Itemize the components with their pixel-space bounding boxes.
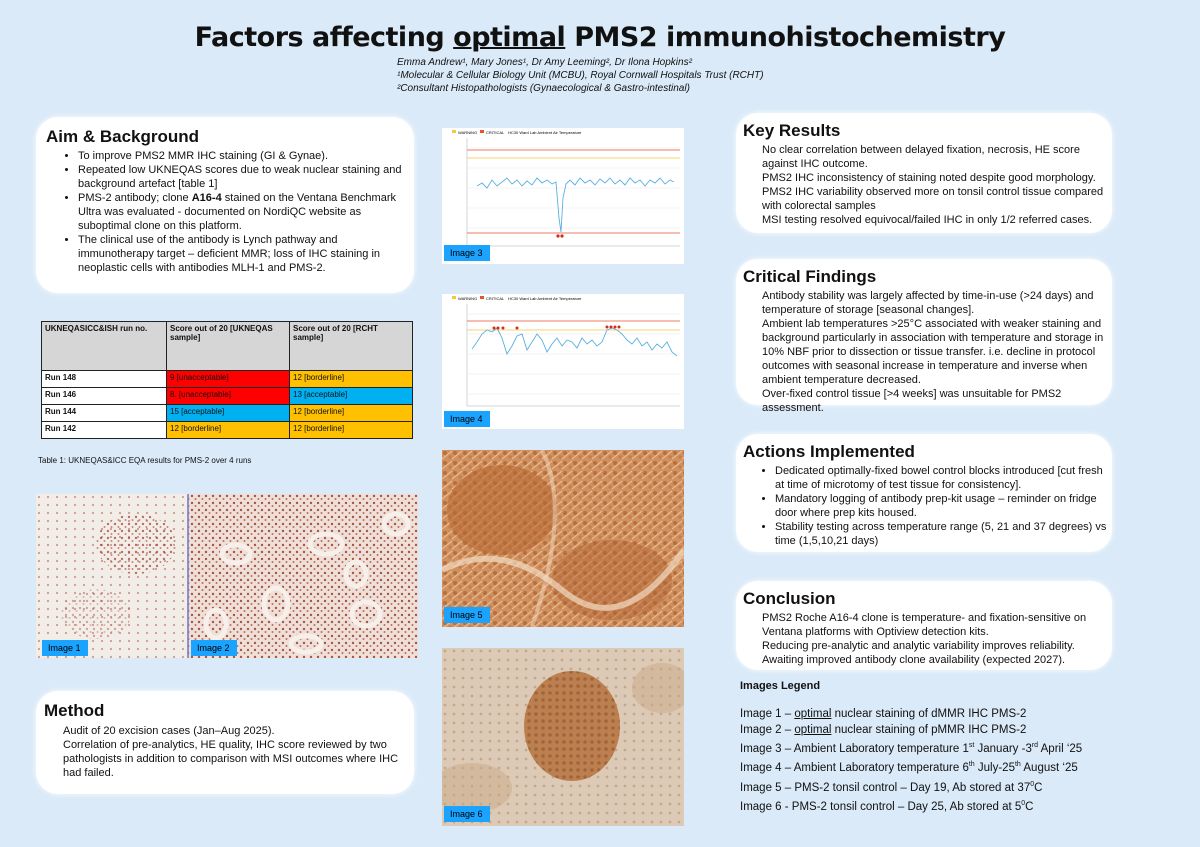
key-result-line: PMS2 IHC variability observed more on to… xyxy=(762,186,1104,212)
table-header-row: UKNEQASICC&ISH run no. Score out of 20 [… xyxy=(41,321,413,371)
table-header: UKNEQASICC&ISH run no. xyxy=(41,321,167,371)
key-result-line: MSI testing resolved equivocal/failed IH… xyxy=(762,214,1093,226)
tonsil-image-6: Image 6 xyxy=(442,648,684,826)
rcht-score-cell: 13 [acceptable] xyxy=(289,387,413,405)
key-result-line: PMS2 IHC inconsistency of staining noted… xyxy=(762,172,1096,184)
run-cell: Run 144 xyxy=(41,404,167,422)
eqa-results-table: UKNEQASICC&ISH run no. Score out of 20 [… xyxy=(41,321,413,439)
image-label: Image 3 xyxy=(444,245,490,261)
method-heading: Method xyxy=(44,701,105,720)
critical-heading: Critical Findings xyxy=(743,267,877,286)
temperature-line-chart: WARNING CRITICAL HC30 Ward Lab Ambient A… xyxy=(452,296,680,407)
affiliation-1: ¹Molecular & Cellular Biology Unit (MCBU… xyxy=(397,70,764,81)
chart-legend: WARNING xyxy=(458,296,477,301)
authors-line: Emma Andrew¹, Mary Jones¹, Dr Amy Leemin… xyxy=(397,57,692,68)
rcht-score-cell: 12 [borderline] xyxy=(289,370,413,388)
critical-line: Antibody stability was largely affected … xyxy=(762,290,1094,316)
rcht-score-cell: 12 [borderline] xyxy=(289,404,413,422)
run-cell: Run 142 xyxy=(41,421,167,439)
run-cell: Run 148 xyxy=(41,370,167,388)
aim-item: To improve PMS2 MMR IHC staining (GI & G… xyxy=(78,149,414,163)
temperature-chart-image-4: WARNING CRITICAL HC30 Ward Lab Ambient A… xyxy=(442,294,684,429)
action-item: Stability testing across temperature ran… xyxy=(775,520,1112,548)
tonsil-image-5: Image 5 xyxy=(442,450,684,627)
conclusion-line: PMS2 Roche A16-4 clone is temperature- a… xyxy=(762,612,1087,638)
temperature-chart-image-3: WARNING CRITICAL HC30 Ward Lab Ambient A… xyxy=(442,128,684,264)
aim-item: Repeated low UKNEQAS scores due to weak … xyxy=(78,163,414,191)
image-label: Image 4 xyxy=(444,411,490,427)
action-item: Dedicated optimally-fixed bowel control … xyxy=(775,464,1112,492)
table-row: Run 148 9 [unacceptable] 12 [borderline] xyxy=(41,370,413,388)
aim-panel: Aim & Background To improve PMS2 MMR IHC… xyxy=(36,117,414,293)
critical-findings-panel: Critical Findings Antibody stability was… xyxy=(736,259,1112,414)
affiliation-2: ²Consultant Histopathologists (Gynaecolo… xyxy=(397,83,690,94)
table-header: Score out of 20 [RCHT sample] xyxy=(289,321,413,371)
conclusion-heading: Conclusion xyxy=(743,589,836,608)
legend-line: Image 4 – Ambient Laboratory temperature… xyxy=(740,761,1078,775)
table-row: Run 144 15 [acceptable] 12 [borderline] xyxy=(41,404,413,422)
chart-legend: CRITICAL xyxy=(486,296,505,301)
chart-legend: WARNING xyxy=(458,130,477,135)
key-result-line: No clear correlation between delayed fix… xyxy=(762,144,1080,170)
temperature-line-chart: WARNING CRITICAL HC30 Ward Lab Ambient A… xyxy=(452,130,680,247)
conclusion-panel: Conclusion PMS2 Roche A16-4 clone is tem… xyxy=(736,581,1112,670)
key-results-heading: Key Results xyxy=(743,121,841,140)
poster-title: Factors affecting optimal PMS2 immunohis… xyxy=(194,22,1006,53)
histology-image-1-2: Image 1 Image 2 xyxy=(36,494,418,658)
ukneqas-score-cell: 12 [borderline] xyxy=(166,421,290,439)
chart-legend: HC30 Ward Lab Ambient Air Temperature xyxy=(508,130,582,135)
table-caption: Table 1: UKNEQAS&ICC EQA results for PMS… xyxy=(38,456,252,465)
chart-legend: CRITICAL xyxy=(486,130,505,135)
aim-heading: Aim & Background xyxy=(46,127,200,146)
aim-item: The clinical use of the antibody is Lync… xyxy=(78,233,414,275)
rcht-score-cell: 12 [borderline] xyxy=(289,421,413,439)
legend-line: Image 5 – PMS-2 tonsil control – Day 19,… xyxy=(740,780,1043,794)
action-item: Mandatory logging of antibody prep-kit u… xyxy=(775,492,1112,520)
temperature-series-line xyxy=(471,327,678,357)
aim-item: PMS-2 antibody; clone A16-4 stained on t… xyxy=(78,191,414,233)
ukneqas-score-cell: 15 [acceptable] xyxy=(166,404,290,422)
legend-line: Image 3 – Ambient Laboratory temperature… xyxy=(740,742,1083,755)
author-block: Emma Andrew¹, Mary Jones¹, Dr Amy Leemin… xyxy=(397,56,764,95)
table-row: Run 146 8. [unacceptable] 13 [acceptable… xyxy=(41,387,413,405)
critical-line: Over-fixed control tissue [>4 weeks] was… xyxy=(762,388,1062,414)
method-line: Audit of 20 excision cases (Jan–Aug 2025… xyxy=(63,725,275,737)
conclusion-line: Reducing pre-analytic and analytic varia… xyxy=(762,640,1075,652)
legend-line: Image 6 - PMS-2 tonsil control – Day 25,… xyxy=(740,799,1034,813)
actions-heading: Actions Implemented xyxy=(743,442,915,461)
ukneqas-score-cell: 8. [unacceptable] xyxy=(166,387,290,405)
table-row: Run 142 12 [borderline] 12 [borderline] xyxy=(41,421,413,439)
histology-illustration xyxy=(36,494,418,658)
ukneqas-score-cell: 9 [unacceptable] xyxy=(166,370,290,388)
image-label: Image 6 xyxy=(444,806,490,822)
method-line: Correlation of pre-analytics, HE quality… xyxy=(63,739,399,779)
table-header: Score out of 20 [UKNEQAS sample] xyxy=(166,321,290,371)
run-cell: Run 146 xyxy=(41,387,167,405)
tonsil-stain-illustration xyxy=(442,450,684,627)
actions-panel: Actions Implemented Dedicated optimally-… xyxy=(736,434,1112,552)
images-legend-title: Images Legend xyxy=(740,680,821,692)
method-panel: Method Audit of 20 excision cases (Jan–A… xyxy=(36,691,414,794)
images-legend: Image 1 – optimal nuclear staining of dM… xyxy=(740,707,1140,815)
temperature-series-line xyxy=(476,177,675,233)
key-results-panel: Key Results No clear correlation between… xyxy=(736,113,1112,233)
conclusion-line: Awaiting improved antibody clone availab… xyxy=(762,654,1066,666)
legend-line: Image 1 – optimal nuclear staining of dM… xyxy=(740,708,1027,720)
chart-legend: HC30 Ward Lab Ambient Air Temperature xyxy=(508,296,582,301)
tonsil-stain-illustration xyxy=(442,648,684,826)
image-label: Image 2 xyxy=(191,640,237,656)
legend-line: Image 2 – optimal nuclear staining of pM… xyxy=(740,723,1027,736)
critical-line: Ambient lab temperatures >25°C associate… xyxy=(762,318,1104,386)
image-label: Image 5 xyxy=(444,607,490,623)
image-label: Image 1 xyxy=(42,640,88,656)
